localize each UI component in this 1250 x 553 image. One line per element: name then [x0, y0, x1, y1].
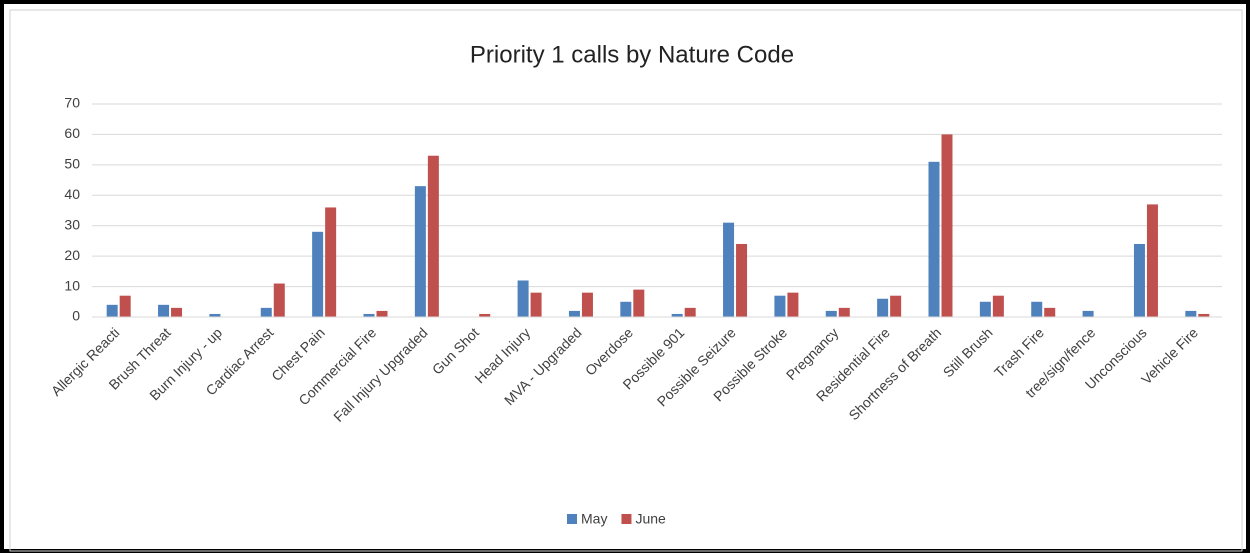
bar	[414, 186, 426, 317]
bar	[517, 280, 529, 317]
bar	[838, 307, 850, 317]
y-tick-label: 30	[64, 216, 80, 232]
bar	[736, 243, 748, 317]
bar	[376, 310, 388, 317]
bar	[479, 313, 491, 317]
y-tick-label: 20	[64, 247, 80, 263]
bar	[568, 310, 580, 317]
bar	[620, 301, 632, 317]
bar	[171, 307, 183, 317]
bar	[209, 313, 221, 317]
bar	[260, 307, 272, 317]
y-tick-label: 60	[64, 125, 80, 141]
legend-label: May	[581, 511, 607, 527]
bar	[273, 283, 285, 317]
bar	[684, 307, 696, 317]
legend-swatch	[621, 514, 632, 524]
bar	[530, 292, 542, 317]
bar	[774, 295, 786, 317]
bar	[1185, 310, 1197, 317]
bar	[1082, 310, 1094, 317]
chart-title: Priority 1 calls by Nature Code	[470, 41, 794, 68]
bar	[1198, 313, 1210, 317]
bar	[106, 304, 118, 317]
bar	[325, 207, 337, 317]
bar	[1044, 307, 1056, 317]
bar	[312, 231, 324, 317]
bar	[979, 301, 991, 317]
bar	[119, 295, 131, 317]
chart-area	[9, 9, 1243, 552]
bar	[1031, 301, 1043, 317]
bar	[158, 304, 170, 317]
bar	[877, 298, 889, 317]
legend-swatch	[567, 514, 577, 524]
bar	[1133, 243, 1145, 317]
bar	[992, 295, 1004, 317]
y-tick-label: 70	[64, 95, 80, 111]
bar	[633, 289, 645, 317]
y-tick-label: 10	[64, 277, 80, 293]
bar	[723, 222, 735, 317]
bar	[581, 292, 593, 317]
bar	[1146, 204, 1158, 317]
y-tick-label: 50	[64, 156, 80, 172]
y-tick-label: 40	[64, 186, 80, 202]
bar	[363, 313, 375, 317]
bar	[890, 295, 902, 317]
bar	[671, 313, 683, 317]
bar	[928, 161, 940, 317]
y-tick-label: 0	[72, 308, 80, 324]
bar	[427, 155, 439, 317]
legend-label: June	[635, 511, 666, 527]
bar	[941, 134, 953, 317]
bar	[787, 292, 799, 317]
bar	[825, 310, 837, 317]
